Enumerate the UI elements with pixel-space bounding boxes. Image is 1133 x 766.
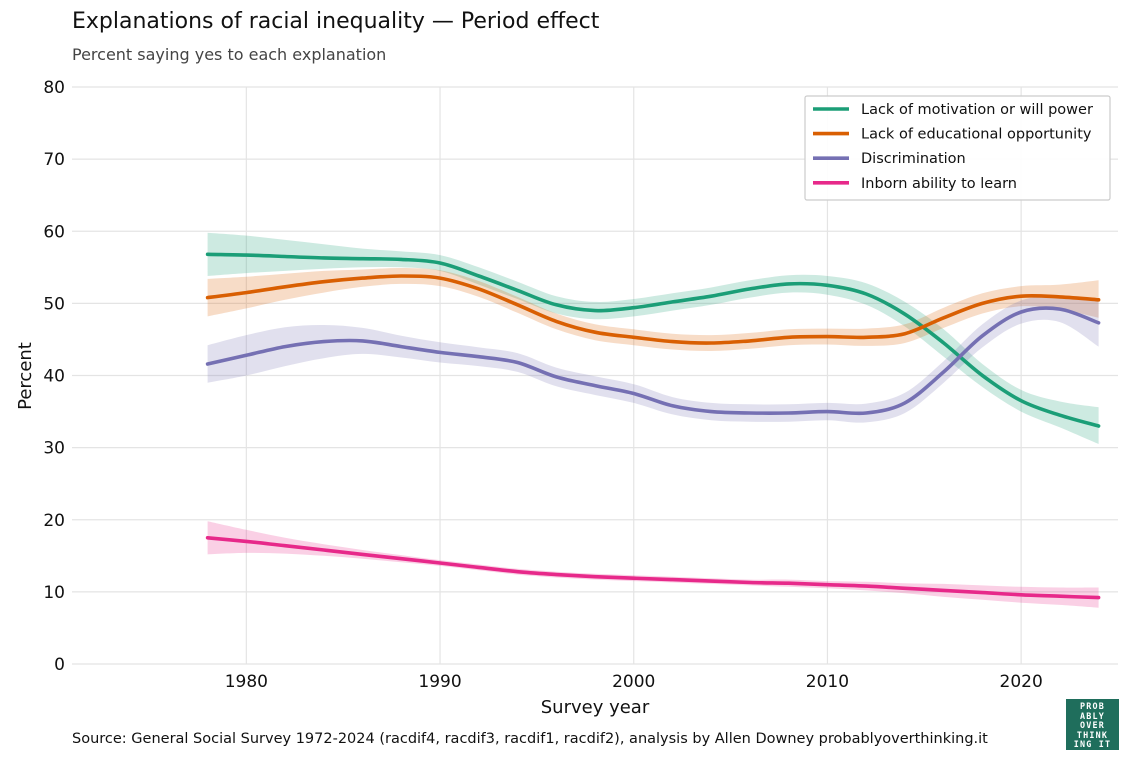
y-tick-label: 30: [43, 439, 65, 459]
confidence-band-1: [207, 267, 1099, 352]
x-axis-label: Survey year: [541, 697, 650, 718]
logo-line: THINK: [1076, 729, 1109, 740]
x-tick-label: 2000: [612, 672, 655, 692]
x-tick-label: 2020: [1000, 672, 1043, 692]
x-tick-labels: 1980 1990 2000 2010 2020: [225, 672, 1043, 692]
y-tick-label: 40: [43, 367, 65, 387]
confidence-band-3: [207, 521, 1099, 608]
source-note: Source: General Social Survey 1972-2024 …: [72, 731, 988, 747]
y-tick-label: 70: [43, 150, 65, 170]
y-tick-label: 0: [54, 655, 65, 675]
legend-entry: Inborn ability to learn: [861, 176, 1017, 192]
legend-entry: Discrimination: [861, 151, 966, 167]
legend-entry: Lack of motivation or will power: [861, 102, 1093, 118]
logo-line: ABLY: [1080, 710, 1105, 721]
logo-line: ING IT: [1073, 739, 1112, 750]
series-lines: [205, 252, 1101, 600]
confidence-band-0: [207, 232, 1099, 444]
series-line-0: [205, 252, 1101, 428]
chart-subtitle: Percent saying yes to each explanation: [72, 45, 387, 64]
legend-box: [804, 95, 1111, 201]
series-line-3: [205, 536, 1101, 600]
y-axis-label: Percent: [15, 342, 36, 410]
x-tick-label: 1990: [418, 672, 461, 692]
y-tick-label: 80: [43, 78, 65, 98]
logo-line: PROB: [1080, 701, 1105, 711]
y-tick-label: 10: [43, 583, 65, 603]
logo-badge: PROB ABLY OVER THINK ING IT: [1066, 699, 1119, 750]
chart-title: Explanations of racial inequality — Peri…: [72, 9, 600, 34]
series-line-1: [205, 274, 1101, 345]
confidence-band-2: [207, 296, 1099, 423]
y-tick-labels: 0 10 20 30 40 50 60 70 80: [43, 78, 65, 675]
series-line-2: [205, 306, 1101, 416]
y-tick-label: 60: [43, 222, 65, 242]
y-tick-label: 50: [43, 294, 65, 314]
logo-line: OVER: [1080, 720, 1105, 731]
x-tick-label: 1980: [225, 672, 268, 692]
legend: Lack of motivation or will power Lack of …: [804, 95, 1111, 201]
y-tick-label: 20: [43, 511, 65, 531]
x-tick-label: 2010: [806, 672, 849, 692]
legend-entry: Lack of educational opportunity: [861, 127, 1092, 143]
